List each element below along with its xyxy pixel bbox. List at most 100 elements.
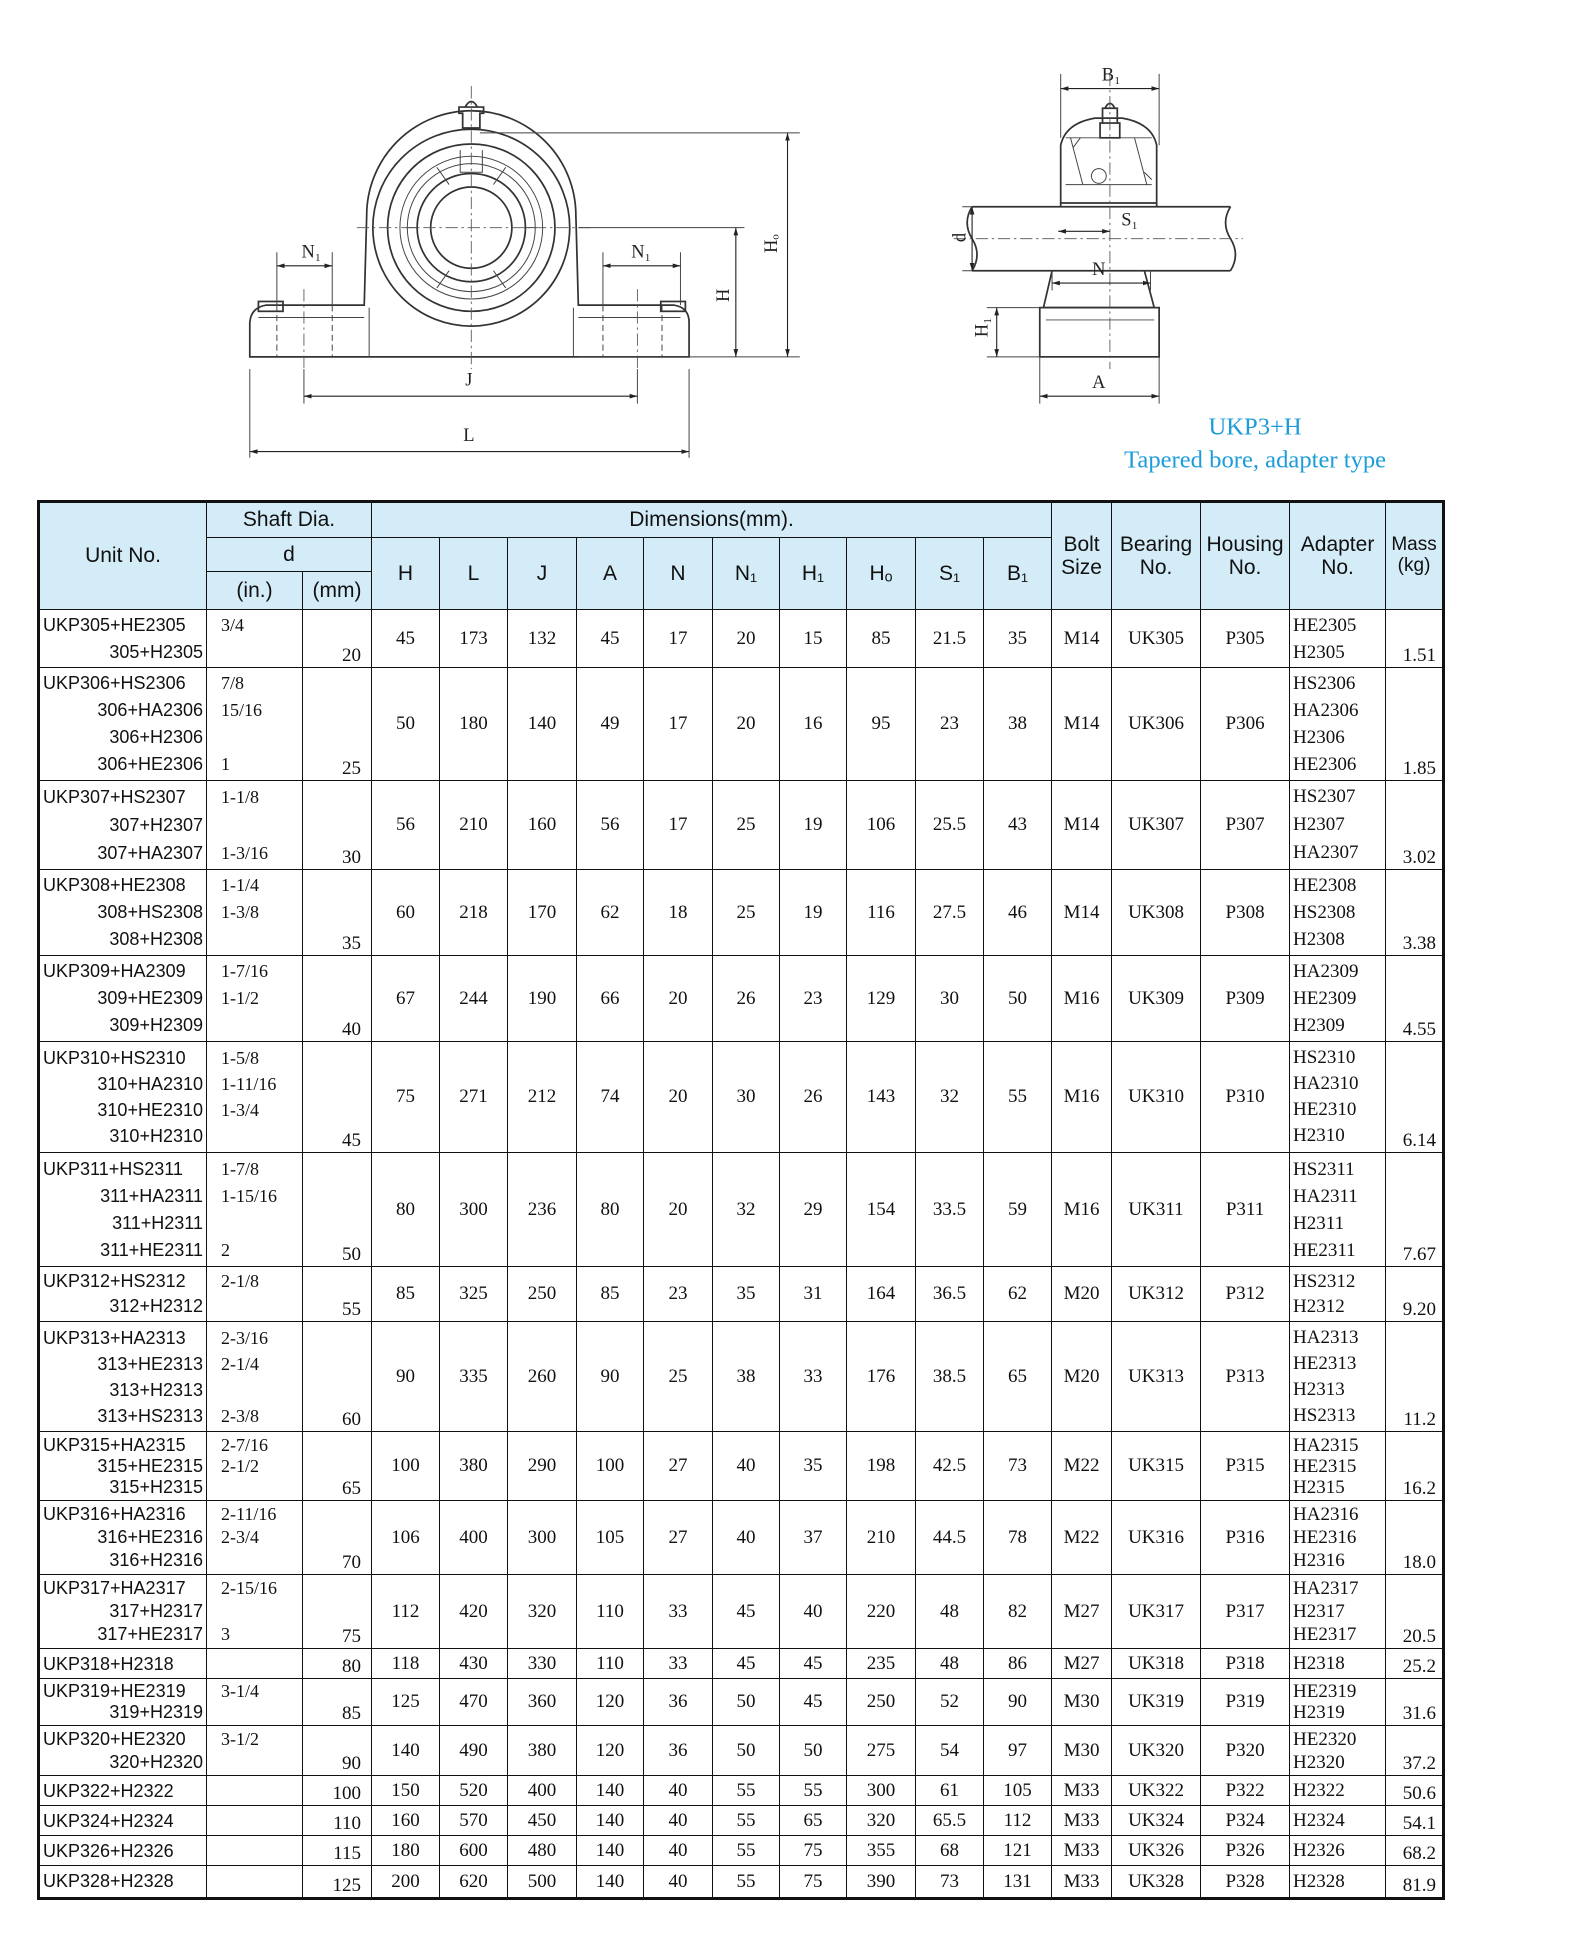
- cell-line: HE2317: [1293, 1624, 1357, 1645]
- cell: 210: [439, 780, 508, 870]
- cell: 25: [712, 869, 780, 956]
- cell: 164: [846, 1266, 916, 1322]
- cell: 33: [779, 1321, 847, 1432]
- cell: 73: [982, 1431, 1053, 1501]
- cell: 600: [439, 1835, 508, 1866]
- cell: 37: [779, 1500, 847, 1575]
- cell: 235: [846, 1648, 916, 1679]
- cell: UK328: [1111, 1865, 1202, 1899]
- table-row: UKP320+HE2320 320+H2320 3-1/2 90 140 490 380 12…: [38, 1725, 1445, 1776]
- cell-line: HA2315: [1293, 1434, 1359, 1456]
- header-cell: A: [576, 537, 644, 610]
- cell: HA2316 HE2316 H2316: [1289, 1500, 1387, 1575]
- cell: 59: [982, 1152, 1053, 1267]
- cell: 25: [643, 1321, 713, 1432]
- cell: 60: [302, 1321, 372, 1432]
- cell: M16: [1051, 1041, 1113, 1153]
- cell: 20: [643, 1152, 713, 1267]
- cell: 520: [439, 1775, 508, 1806]
- cell-line: [221, 1123, 299, 1149]
- cell-line: HA2307: [1293, 842, 1359, 863]
- cell: 37.2: [1385, 1725, 1445, 1776]
- cell: M33: [1051, 1835, 1113, 1866]
- cell-line: UKP319+HE2319: [43, 1681, 186, 1701]
- cell: 81.9: [1385, 1865, 1445, 1899]
- cell-line: HE2311: [1293, 1239, 1356, 1261]
- cell-line: [221, 639, 299, 666]
- cell: 35: [712, 1266, 780, 1322]
- cell: P309: [1200, 955, 1291, 1042]
- table-row: UKP315+HA2315 315+HE2315 315+H2315 2-7/16 2-…: [38, 1431, 1445, 1501]
- cell-line: 3: [221, 1624, 230, 1644]
- cell: 50.6: [1385, 1775, 1445, 1806]
- cell: 20: [712, 609, 780, 668]
- cell: UKP317+HA2317 317+H2317 317+HE2317: [38, 1574, 207, 1649]
- cell: 620: [439, 1865, 508, 1899]
- cell: UKP313+HA2313 313+HE2313 313+H2313 313+HS23…: [38, 1321, 207, 1432]
- cell: 1.85: [1385, 667, 1445, 781]
- cell: P311: [1200, 1152, 1291, 1267]
- cell-line: 1-3/4: [221, 1100, 259, 1120]
- cell: P305: [1200, 609, 1291, 668]
- cell: 85: [371, 1266, 440, 1322]
- dimension-label: B₁: [1102, 65, 1121, 85]
- cell: 40: [643, 1805, 713, 1836]
- cell: 65: [779, 1805, 847, 1836]
- cell: 25.5: [915, 780, 984, 870]
- cell: P317: [1200, 1574, 1291, 1649]
- cell-line: 305+H2305: [109, 641, 203, 662]
- cell: P306: [1200, 667, 1291, 781]
- cell: 300: [439, 1152, 508, 1267]
- cell: 25.2: [1385, 1648, 1445, 1679]
- cell-line: H2307: [1293, 814, 1345, 835]
- cell: 400: [439, 1500, 508, 1575]
- cell: 17: [643, 609, 713, 668]
- cell: 65.5: [915, 1805, 984, 1836]
- cell-line: HA2306: [1293, 700, 1359, 721]
- cell: 30: [712, 1041, 780, 1153]
- cell: 2-15/16 3: [206, 1574, 303, 1649]
- cell: 75: [779, 1865, 847, 1899]
- cell: M16: [1051, 955, 1113, 1042]
- cell: P324: [1200, 1805, 1291, 1836]
- cell-line: HE2306: [1293, 754, 1357, 775]
- cell: M14: [1051, 609, 1113, 668]
- cell: 320: [507, 1574, 577, 1649]
- table-row: UKP319+HE2319 319+H2319 3-1/4 85 125 470 360 12…: [38, 1678, 1445, 1726]
- cell-line: [221, 1751, 299, 1774]
- cell: P316: [1200, 1500, 1291, 1575]
- cell: M27: [1051, 1574, 1113, 1649]
- cell: 430: [439, 1648, 508, 1679]
- cell-line: UKP306+HS2306: [43, 673, 186, 693]
- cell: 90: [302, 1725, 372, 1776]
- cell: M27: [1051, 1648, 1113, 1679]
- cell: [206, 1865, 303, 1899]
- cell: 46: [982, 869, 1053, 956]
- header-cell: d: [206, 537, 372, 572]
- cell: 271: [439, 1041, 508, 1153]
- cell: 3.38: [1385, 869, 1445, 956]
- header-cell: Shaft Dia.: [206, 501, 372, 538]
- cell-line: 2-1/4: [221, 1353, 259, 1374]
- cell: 1-1/4 1-3/8: [206, 869, 303, 956]
- cell: 160: [507, 780, 577, 870]
- cell: 68: [915, 1835, 984, 1866]
- cell: 44.5: [915, 1500, 984, 1575]
- cell: 118: [371, 1648, 440, 1679]
- cell-line: 311+H2311: [112, 1212, 203, 1233]
- table-row: UKP316+HA2316 316+HE2316 316+H2316 2-11/16 2…: [38, 1500, 1445, 1575]
- cell: 27: [643, 1431, 713, 1501]
- cell: 140: [576, 1775, 644, 1806]
- cell: 290: [507, 1431, 577, 1501]
- header-cell: H: [371, 537, 440, 610]
- cell-line: 1-1/2: [221, 988, 259, 1008]
- cell: 100: [302, 1775, 372, 1806]
- cell: 73: [915, 1865, 984, 1899]
- cell-line: 2-1/2: [221, 1455, 259, 1476]
- table-row: UKP312+HS2312 312+H2312 2-1/8 55 85 325 250 85 2…: [38, 1266, 1445, 1322]
- cell-line: UKP311+HS2311: [43, 1158, 183, 1179]
- cell-line: HA2309: [1293, 961, 1359, 982]
- cell: 75: [779, 1835, 847, 1866]
- cell: HA2313 HE2313 H2313 HS2313: [1289, 1321, 1387, 1432]
- cell: 26: [779, 1041, 847, 1153]
